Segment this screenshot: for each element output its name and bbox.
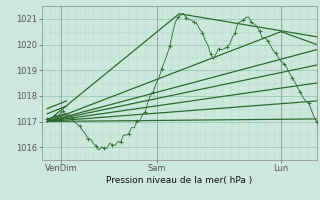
X-axis label: Pression niveau de la mer( hPa ): Pression niveau de la mer( hPa ) — [106, 176, 252, 185]
